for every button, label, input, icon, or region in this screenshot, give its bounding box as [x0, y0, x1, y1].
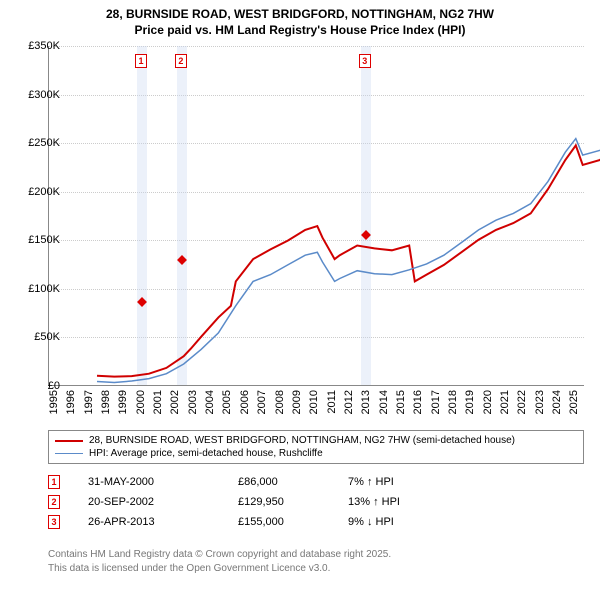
sales-table-row: 3 26-APR-2013£155,0009% ↓ HPI: [48, 512, 584, 532]
arrow-up-icon: ↑: [367, 476, 373, 488]
sale-row-pct: 7% ↑ HPI: [348, 476, 468, 488]
x-tick-label: 2007: [256, 390, 268, 414]
x-tick-label: 2003: [187, 390, 199, 414]
sale-marker-box: 2: [175, 54, 187, 68]
chart-title: 28, BURNSIDE ROAD, WEST BRIDGFORD, NOTTI…: [0, 0, 600, 38]
sale-row-price: £86,000: [238, 476, 348, 488]
x-tick-label: 2004: [204, 390, 216, 414]
chart-container: 28, BURNSIDE ROAD, WEST BRIDGFORD, NOTTI…: [0, 0, 600, 590]
title-line2: Price paid vs. HM Land Registry's House …: [0, 22, 600, 38]
legend-label-hpi: HPI: Average price, semi-detached house,…: [89, 448, 323, 459]
title-line1: 28, BURNSIDE ROAD, WEST BRIDGFORD, NOTTI…: [0, 6, 600, 22]
y-tick-label: £200K: [16, 186, 60, 198]
y-tick-label: £350K: [16, 40, 60, 52]
x-tick-label: 2009: [291, 390, 303, 414]
x-tick-label: 2016: [412, 390, 424, 414]
sale-row-num: 3: [48, 515, 60, 529]
x-tick-label: 2022: [516, 390, 528, 414]
sale-marker-box: 3: [359, 54, 371, 68]
x-tick-label: 2001: [152, 390, 164, 414]
sale-row-num: 2: [48, 495, 60, 509]
sale-row-pct: 13% ↑ HPI: [348, 496, 468, 508]
sale-row-date: 20-SEP-2002: [88, 496, 238, 508]
x-tick-label: 2010: [308, 390, 320, 414]
x-tick-label: 2020: [482, 390, 494, 414]
legend-swatch-price: [55, 440, 83, 442]
plot-area: [48, 46, 584, 386]
x-tick-label: 2021: [499, 390, 511, 414]
y-tick-label: £300K: [16, 89, 60, 101]
x-tick-label: 2025: [568, 390, 580, 414]
y-tick-label: £250K: [16, 137, 60, 149]
sale-row-date: 31-MAY-2000: [88, 476, 238, 488]
legend-row-hpi: HPI: Average price, semi-detached house,…: [55, 447, 577, 460]
sale-row-price: £155,000: [238, 516, 348, 528]
footer-attribution: Contains HM Land Registry data © Crown c…: [48, 548, 391, 575]
y-tick-label: £150K: [16, 234, 60, 246]
chart-lines: [97, 92, 600, 432]
x-tick-label: 2008: [274, 390, 286, 414]
arrow-down-icon: ↓: [367, 516, 373, 528]
footer-line2: This data is licensed under the Open Gov…: [48, 562, 391, 576]
legend: 28, BURNSIDE ROAD, WEST BRIDGFORD, NOTTI…: [48, 430, 584, 464]
x-tick-label: 2014: [378, 390, 390, 414]
x-tick-label: 2017: [430, 390, 442, 414]
x-tick-label: 2018: [447, 390, 459, 414]
x-tick-label: 1995: [48, 390, 60, 414]
x-tick-label: 1999: [117, 390, 129, 414]
x-tick-label: 2002: [169, 390, 181, 414]
x-tick-label: 2005: [221, 390, 233, 414]
legend-row-price: 28, BURNSIDE ROAD, WEST BRIDGFORD, NOTTI…: [55, 434, 577, 447]
x-tick-label: 2012: [343, 390, 355, 414]
series-line-hpi: [97, 133, 600, 383]
sale-row-num: 1: [48, 475, 60, 489]
footer-line1: Contains HM Land Registry data © Crown c…: [48, 548, 391, 562]
sale-marker-box: 1: [135, 54, 147, 68]
x-tick-label: 2006: [239, 390, 251, 414]
legend-label-price: 28, BURNSIDE ROAD, WEST BRIDGFORD, NOTTI…: [89, 435, 515, 446]
y-tick-label: £50K: [16, 331, 60, 343]
sale-row-pct: 9% ↓ HPI: [348, 516, 468, 528]
legend-swatch-hpi: [55, 453, 83, 454]
x-tick-label: 1998: [100, 390, 112, 414]
x-tick-label: 2013: [360, 390, 372, 414]
sales-table-row: 2 20-SEP-2002£129,95013% ↑ HPI: [48, 492, 584, 512]
x-tick-label: 2024: [551, 390, 563, 414]
x-tick-label: 2023: [534, 390, 546, 414]
x-tick-label: 2015: [395, 390, 407, 414]
x-tick-label: 2000: [135, 390, 147, 414]
series-line-price_paid: [97, 136, 600, 377]
y-tick-label: £100K: [16, 283, 60, 295]
sale-row-price: £129,950: [238, 496, 348, 508]
sales-table: 1 31-MAY-2000£86,0007% ↑ HPI 2 20-SEP-2002£…: [48, 472, 584, 532]
x-tick-label: 1996: [65, 390, 77, 414]
x-tick-label: 1997: [83, 390, 95, 414]
sale-row-date: 26-APR-2013: [88, 516, 238, 528]
x-tick-label: 2011: [326, 390, 338, 414]
arrow-up-icon: ↑: [373, 496, 379, 508]
sales-table-row: 1 31-MAY-2000£86,0007% ↑ HPI: [48, 472, 584, 492]
x-tick-label: 2019: [464, 390, 476, 414]
